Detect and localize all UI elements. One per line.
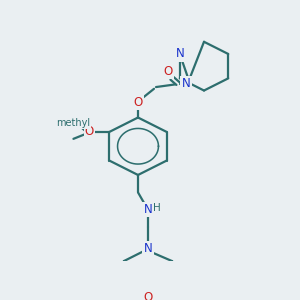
Text: O: O [85,125,94,138]
Text: N: N [182,77,190,90]
Text: H: H [153,203,161,213]
Text: O: O [134,96,142,109]
Text: methyl: methyl [56,118,91,128]
Text: N: N [144,242,152,256]
Text: N: N [176,47,184,61]
Text: N: N [144,203,152,216]
Text: N: N [144,242,152,256]
Text: O: O [164,65,172,78]
Text: O: O [143,291,153,300]
